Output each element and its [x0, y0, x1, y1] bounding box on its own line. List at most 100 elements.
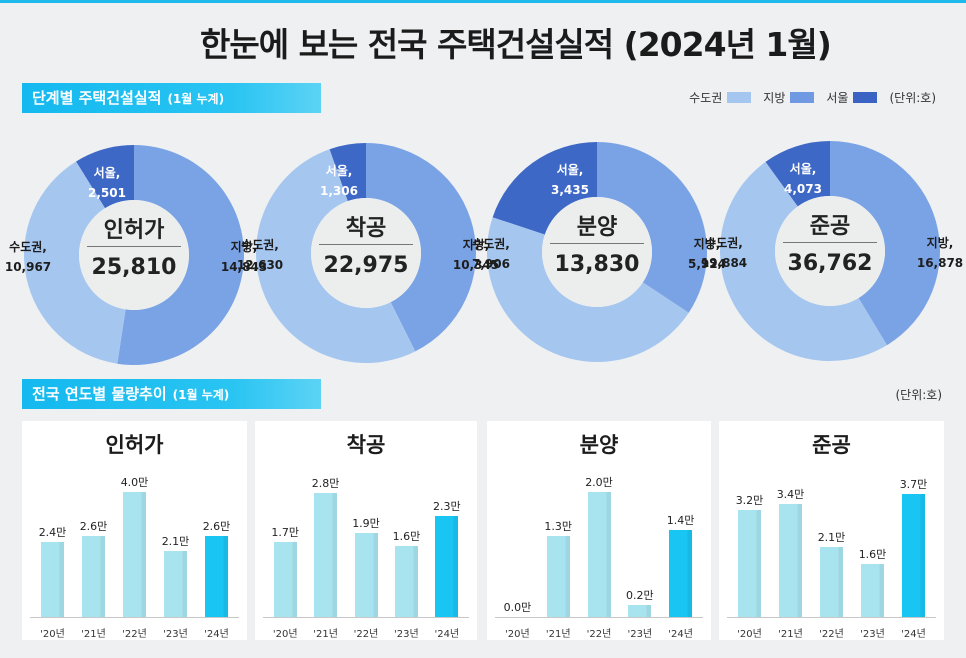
donut-label-value: 16,878 — [916, 256, 964, 270]
legend: 수도권 지방 서울 (단위:호) — [677, 89, 936, 106]
bar-category-label: '22년 — [819, 629, 844, 640]
donut-label-capital: 수도권, 10,967 — [0, 237, 56, 277]
bar-baseline — [495, 617, 703, 618]
bar-category-label: '24년 — [901, 629, 926, 640]
donut-slice-seoul — [492, 142, 597, 235]
bar-value-label: 1.9만 — [352, 517, 380, 531]
bar-panel-title: 인허가 — [105, 433, 164, 457]
section-title: 전국 연도별 물량추이 — [32, 385, 167, 403]
legend-label: 서울 — [826, 91, 849, 105]
legend-item-region: 지방 — [763, 89, 815, 106]
bar-panel-title: 착공 — [346, 433, 386, 457]
bar-value-label: 2.1만 — [817, 531, 846, 544]
donut-label-seoul: 서울, 1,306 — [309, 161, 369, 201]
donut-label-value: 1,306 — [320, 184, 358, 198]
bar — [314, 493, 338, 617]
bar — [546, 535, 570, 617]
bar-category-label: '20년 — [272, 629, 298, 640]
bar — [628, 604, 652, 617]
donut-slice-region — [597, 142, 707, 313]
bar — [205, 535, 228, 617]
section-subtitle: (1월 누계) — [167, 92, 225, 106]
donut-title: 준공 — [783, 211, 877, 243]
donut-label-value: 10,345 — [452, 258, 500, 272]
donut-slice-capital — [255, 149, 416, 364]
bar — [41, 542, 64, 617]
donut-label-seoul: 서울, 2,501 — [77, 163, 137, 203]
donut-total: 13,830 — [554, 252, 640, 277]
bar-panel-title: 준공 — [812, 433, 851, 457]
donut-slice-capital — [24, 161, 126, 364]
donut-label-name: 수도권, — [472, 237, 510, 251]
bar — [82, 535, 105, 617]
donut-label-capital: 수도권, 19,884 — [696, 233, 752, 273]
donut-center — [542, 197, 652, 307]
donut-label-value: 2,501 — [88, 186, 126, 200]
donut-slice-seoul — [765, 141, 830, 207]
bar-baseline — [30, 617, 239, 618]
bar-value-label: 2.1만 — [161, 535, 190, 549]
bar-value-label: 1.3만 — [544, 519, 572, 533]
bar — [587, 492, 611, 617]
donut-slice-seoul — [76, 145, 134, 209]
bar — [435, 515, 459, 617]
bar-value-label: 2.6만 — [202, 519, 231, 533]
bar-category-label: '22년 — [353, 629, 379, 640]
legend-swatch — [790, 92, 815, 103]
donut-title: 인허가 — [87, 215, 181, 247]
donut-total: 22,975 — [323, 253, 409, 278]
donut-slice-region — [117, 145, 245, 365]
bar-value-label: 1.6만 — [858, 547, 887, 561]
donut-total: 36,762 — [787, 251, 873, 276]
bar-value-label: 1.4만 — [666, 513, 695, 527]
donut-label-value: 7,906 — [472, 257, 510, 271]
donut-slice-capital — [719, 161, 887, 362]
donut-center — [311, 198, 421, 308]
donut-center-label: 분양 13,830 — [550, 212, 644, 283]
donut-label-name: 지방, — [462, 238, 490, 252]
section-banner-yearly: 전국 연도별 물량추이 (1월 누계) — [22, 379, 321, 409]
donut-center-label: 착공 22,975 — [319, 213, 413, 284]
donut-title: 분양 — [550, 212, 644, 244]
bar-category-label: '20년 — [40, 629, 65, 640]
donut-total: 25,810 — [91, 255, 177, 280]
donut-slice-capital — [487, 217, 689, 362]
donut-label-value: 5,924 — [688, 257, 726, 271]
donut-label-name: 지방, — [926, 236, 954, 250]
section-title: 단계별 주택건설실적 — [32, 89, 162, 107]
bar-category-label: '23년 — [627, 629, 653, 640]
donut-label-value: 4,073 — [784, 182, 822, 196]
bar — [779, 503, 802, 617]
bar-category-label: '24년 — [204, 629, 229, 640]
donut-center — [775, 196, 885, 306]
bar-value-label: 3.2만 — [735, 494, 764, 508]
bar — [669, 529, 693, 617]
bar — [861, 563, 884, 617]
legend-unit: (단위:호) — [889, 91, 936, 105]
bar-value-label: 0.2만 — [625, 588, 654, 602]
bar-category-label: '24년 — [434, 629, 460, 640]
donut-label-name: 수도권, — [241, 238, 279, 252]
bar-category-label: '23년 — [163, 629, 188, 640]
donut-label-value: 3,435 — [551, 183, 589, 197]
donut-label-capital: 수도권, 12,630 — [232, 235, 288, 275]
donut-label-name: 지방, — [230, 240, 258, 254]
unit-label: (단위:호) — [895, 388, 942, 402]
donut-slice-region — [366, 143, 476, 352]
donut-label-region: 지방, 16,878 — [912, 233, 966, 273]
bar-value-label: 2.6만 — [79, 519, 108, 533]
donut-slice-seoul — [329, 143, 366, 202]
bar — [123, 492, 146, 617]
donut-label-value: 10,967 — [4, 260, 52, 274]
bar-panel-title: 분양 — [579, 433, 619, 457]
bar-category-label: '24년 — [668, 629, 693, 640]
section-subtitle: (1월 누계) — [172, 388, 230, 402]
bar-category-label: '23년 — [394, 629, 419, 640]
bar — [738, 510, 761, 617]
legend-label: 지방 — [763, 91, 786, 105]
legend-label: 수도권 — [689, 91, 723, 105]
donut-center-label: 준공 36,762 — [783, 211, 877, 282]
bar-value-label: 3.7만 — [899, 477, 928, 491]
bar — [394, 546, 418, 617]
donut-label-value: 14,843 — [220, 260, 268, 274]
